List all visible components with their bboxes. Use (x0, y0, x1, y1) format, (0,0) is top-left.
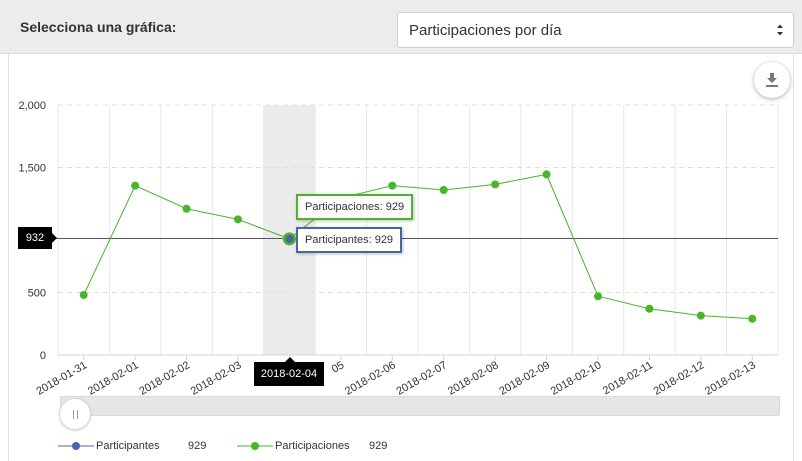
x-tick-label: 2018-02-02 (137, 359, 192, 398)
download-button[interactable] (754, 62, 790, 98)
legend-value-participaciones: 929 (369, 440, 388, 452)
tooltip-participaciones: Participaciones: 929 (296, 194, 414, 220)
chart-selector-bar: Selecciona una gráfica: Participaciones … (0, 0, 802, 54)
chart-selector-label: Selecciona una gráfica: (20, 19, 177, 35)
x-tick-label: 2018-02-06 (343, 359, 398, 398)
x-tick-label: 2018-02-01 (86, 359, 141, 398)
legend-symbol-participantes (58, 442, 94, 450)
x-tick-label: 2018-02-09 (497, 359, 552, 398)
y-tick-label: 2,000 (18, 100, 46, 112)
chart-select-value: Participaciones por día (409, 22, 562, 39)
data-point-participaciones[interactable] (491, 180, 500, 189)
data-point-participantes[interactable] (285, 234, 294, 243)
data-point-participaciones[interactable] (439, 186, 448, 194)
x-tick-label: 2018-02-07 (394, 359, 449, 398)
x-tick-label: 2018-02-10 (549, 359, 604, 398)
legend-label-participantes: Participantes (96, 440, 160, 452)
download-icon (766, 73, 778, 87)
data-point-participaciones[interactable] (182, 204, 191, 213)
crosshair-y-badge: 932 (18, 227, 57, 249)
x-tick-label: 2018-02-11 (601, 359, 655, 397)
x-tick-label: 2018-02-03 (189, 359, 244, 398)
x-tick-label: 2018-02-13 (703, 359, 758, 398)
chart-select[interactable]: Participaciones por día (397, 12, 794, 48)
range-scrollbar[interactable] (60, 396, 780, 416)
legend-symbol-participaciones (237, 442, 273, 450)
y-tick-label: 0 (40, 350, 46, 362)
chart-panel (8, 54, 794, 461)
crosshair-x-badge: 2018-02-04 (254, 357, 324, 386)
tooltip-participantes: Participantes: 929 (296, 227, 403, 253)
data-point-participaciones[interactable] (234, 215, 242, 224)
x-tick-label: 2018-02-08 (446, 359, 501, 398)
data-point-participaciones[interactable] (388, 181, 397, 190)
up-down-caret-icon (777, 24, 783, 36)
data-point-participaciones[interactable] (645, 304, 654, 313)
legend-label-participaciones: Participaciones (275, 440, 350, 452)
x-tick-label: 2018-01-31 (34, 359, 89, 398)
legend-value-participantes: 929 (188, 440, 207, 452)
y-tick-label: 500 (28, 288, 46, 300)
data-point-participaciones[interactable] (594, 292, 602, 301)
x-tick-label: 2018-02-12 (652, 359, 707, 398)
data-point-participaciones[interactable] (748, 314, 757, 323)
y-tick-label: 1,500 (18, 163, 46, 175)
data-point-participaciones[interactable] (79, 291, 88, 299)
data-point-participaciones[interactable] (131, 181, 140, 190)
series-line-participaciones (83, 173, 753, 320)
x-tick-label: 05 (330, 359, 347, 376)
range-scrollbar-handle[interactable] (59, 398, 91, 430)
data-point-participaciones[interactable] (696, 311, 705, 320)
data-point-participaciones[interactable] (542, 170, 551, 179)
